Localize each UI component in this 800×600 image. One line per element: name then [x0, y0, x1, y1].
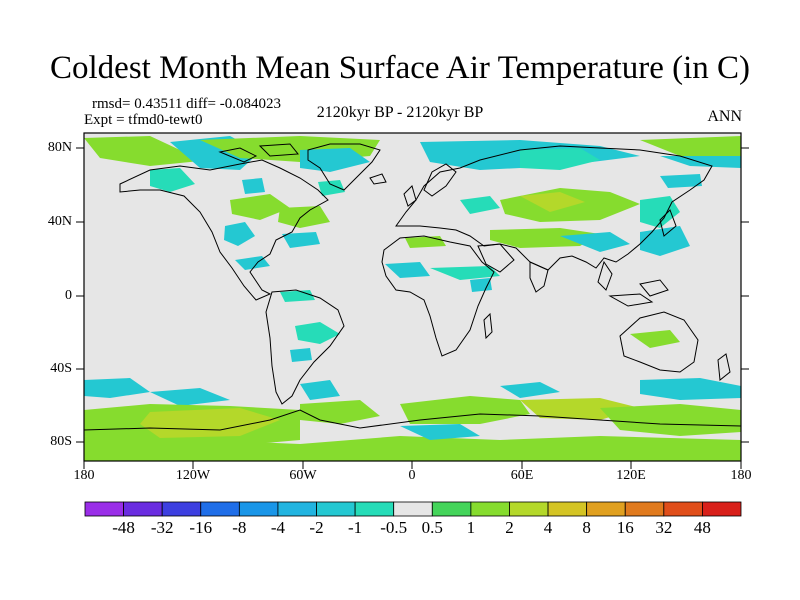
colorbar-swatch: [470, 501, 510, 517]
colorbar-label: 16: [616, 518, 634, 537]
chart-title: Coldest Month Mean Surface Air Temperatu…: [50, 50, 750, 86]
colorbar-swatch: [624, 501, 665, 517]
colorbar-swatch: [702, 501, 742, 517]
colorbar-swatch: [393, 501, 433, 517]
colorbar-swatch: [509, 501, 549, 517]
lat-label-80n: 80N: [47, 140, 72, 155]
colorbar-label: -8: [232, 518, 247, 537]
lon-label-120e: 120E: [616, 468, 646, 483]
colorbar-swatch: [354, 501, 395, 517]
expt-text: Expt = tfmd0-tewt0: [84, 112, 203, 128]
colorbar: [84, 501, 742, 517]
lat-label-40n: 40N: [47, 214, 72, 229]
lon-label-180e: 180: [730, 468, 752, 483]
colorbar-label: 2: [505, 518, 514, 537]
axis-ticks: [76, 147, 749, 469]
colorbar-label: -32: [150, 518, 174, 537]
colorbar-swatch: [431, 501, 472, 517]
colorbar-label: 0.5: [421, 518, 443, 537]
colorbar-label: 32: [655, 518, 673, 537]
colorbar-swatch: [316, 501, 356, 517]
lon-label-60e: 60E: [510, 468, 534, 483]
rmsd-diff-text: rmsd= 0.43511 diff= -0.084023: [92, 96, 281, 112]
colorbar-swatch: [586, 501, 626, 517]
colorbar-swatch: [277, 501, 317, 517]
period-subtitle: 2120kyr BP - 2120kyr BP: [316, 104, 484, 121]
lat-label-0: 0: [65, 288, 72, 303]
lon-label-180w: 180: [73, 468, 95, 483]
colorbar-label: -4: [270, 518, 286, 537]
lon-label-0: 0: [408, 468, 416, 483]
colorbar-swatch: [84, 501, 124, 517]
colorbar-swatch: [547, 501, 588, 517]
colorbar-label: -48: [112, 518, 135, 537]
colorbar-label: 4: [543, 518, 553, 537]
colorbar-label: -16: [189, 518, 213, 537]
colorbar-swatch: [238, 501, 279, 517]
colorbar-label: 1: [466, 518, 476, 537]
colorbar-label: 8: [582, 518, 591, 537]
colorbar-swatch: [161, 501, 202, 517]
coastlines: [84, 143, 741, 431]
colorbar-label: -2: [309, 518, 324, 537]
colorbar-swatch: [663, 501, 703, 517]
lon-label-120w: 120W: [175, 468, 211, 483]
colorbar-label: 48: [693, 518, 711, 537]
colorbar-swatch: [200, 501, 240, 517]
colorbar-swatch: [123, 501, 163, 517]
colorbar-label: -0.5: [380, 518, 408, 537]
colorbar-label: -1: [348, 518, 363, 537]
season-label: ANN: [707, 108, 742, 125]
lat-label-40s: 40S: [50, 361, 72, 376]
lat-label-80s: 80S: [50, 434, 72, 449]
lon-label-60w: 60W: [289, 468, 317, 483]
anomaly-fields: [84, 136, 741, 461]
